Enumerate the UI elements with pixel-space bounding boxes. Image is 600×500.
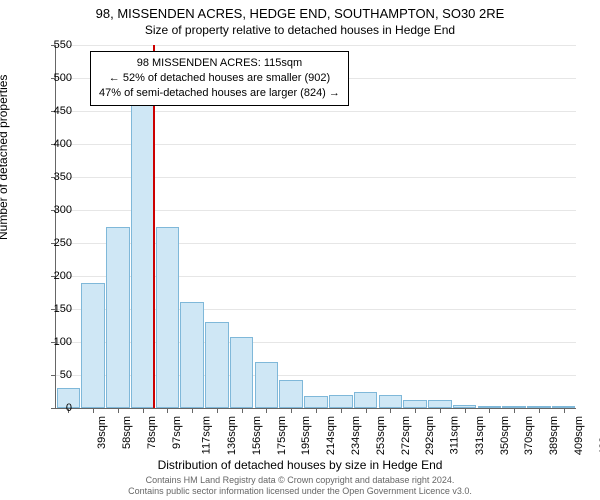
x-tick-label: 78sqm [146,416,158,449]
x-tick-mark [415,408,416,413]
x-tick-label: 58sqm [121,416,133,449]
x-tick-mark [514,408,515,413]
annotation-line-2: ← 52% of detached houses are smaller (90… [99,71,340,86]
histogram-bar [230,337,254,408]
x-tick-label: 311sqm [448,416,460,454]
x-tick-label: 409sqm [573,416,585,455]
histogram-bar [255,362,279,408]
x-axis-label: Distribution of detached houses by size … [0,458,600,472]
y-tick-label: 500 [54,72,72,84]
y-tick-label: 150 [54,303,72,315]
annotation-box: 98 MISSENDEN ACRES: 115sqm← 52% of detac… [90,51,349,106]
x-tick-mark [341,408,342,413]
x-tick-mark [489,408,490,413]
x-tick-label: 195sqm [301,416,313,455]
x-tick-label: 136sqm [226,416,238,455]
x-tick-label: 39sqm [96,416,108,449]
x-tick-label: 156sqm [251,416,263,455]
y-tick-label: 200 [54,270,72,282]
x-tick-mark [217,408,218,413]
x-tick-label: 389sqm [548,416,560,455]
histogram-bar [279,380,303,408]
histogram-bar [329,395,353,408]
x-tick-label: 350sqm [499,416,511,455]
x-tick-mark [366,408,367,413]
y-tick-mark [51,375,56,376]
histogram-bar [379,395,403,408]
x-tick-mark [167,408,168,413]
x-tick-mark [465,408,466,413]
histogram-bar [428,400,452,408]
y-tick-label: 50 [60,369,72,381]
y-tick-label: 250 [54,237,72,249]
histogram-bar [180,302,204,408]
footer-line-1: Contains HM Land Registry data © Crown c… [0,475,600,486]
x-tick-mark [93,408,94,413]
x-tick-label: 234sqm [350,416,362,455]
x-tick-mark [266,408,267,413]
x-tick-label: 253sqm [375,416,387,455]
x-tick-label: 214sqm [325,416,337,455]
x-tick-label: 175sqm [276,416,288,455]
annotation-line-1: 98 MISSENDEN ACRES: 115sqm [99,56,340,71]
x-tick-mark [390,408,391,413]
histogram-bar [403,400,427,408]
y-axis-label: Number of detached properties [0,75,10,240]
x-tick-mark [118,408,119,413]
y-tick-label: 450 [54,105,72,117]
x-tick-mark [539,408,540,413]
y-tick-label: 400 [54,138,72,150]
footer-attribution: Contains HM Land Registry data © Crown c… [0,475,600,497]
x-tick-mark [143,408,144,413]
histogram-bar [156,227,180,409]
y-tick-label: 350 [54,171,72,183]
plot-area: 98 MISSENDEN ACRES: 115sqm← 52% of detac… [55,45,576,409]
histogram-bar [304,396,328,408]
x-tick-label: 117sqm [201,416,213,454]
histogram-bar [354,392,378,408]
x-tick-label: 97sqm [171,416,183,449]
x-tick-mark [291,408,292,413]
x-tick-label: 331sqm [474,416,486,455]
footer-line-2: Contains public sector information licen… [0,486,600,497]
x-tick-mark [564,408,565,413]
y-tick-mark [51,408,56,409]
y-tick-label: 0 [66,402,72,414]
y-tick-label: 300 [54,204,72,216]
x-tick-mark [192,408,193,413]
x-tick-label: 292sqm [424,416,436,455]
chart-subtitle: Size of property relative to detached ho… [0,23,600,37]
histogram-bar [131,104,155,408]
x-tick-mark [440,408,441,413]
x-tick-label: 370sqm [523,416,535,455]
histogram-bar [106,227,130,409]
x-tick-label: 272sqm [400,416,412,455]
gridline [56,45,576,46]
annotation-line-3: 47% of semi-detached houses are larger (… [99,86,340,101]
x-tick-mark [316,408,317,413]
histogram-bar [205,322,229,408]
x-tick-mark [242,408,243,413]
histogram-bar [81,283,105,408]
y-tick-label: 550 [54,39,72,51]
y-tick-label: 100 [54,336,72,348]
chart-title: 98, MISSENDEN ACRES, HEDGE END, SOUTHAMP… [0,6,600,21]
